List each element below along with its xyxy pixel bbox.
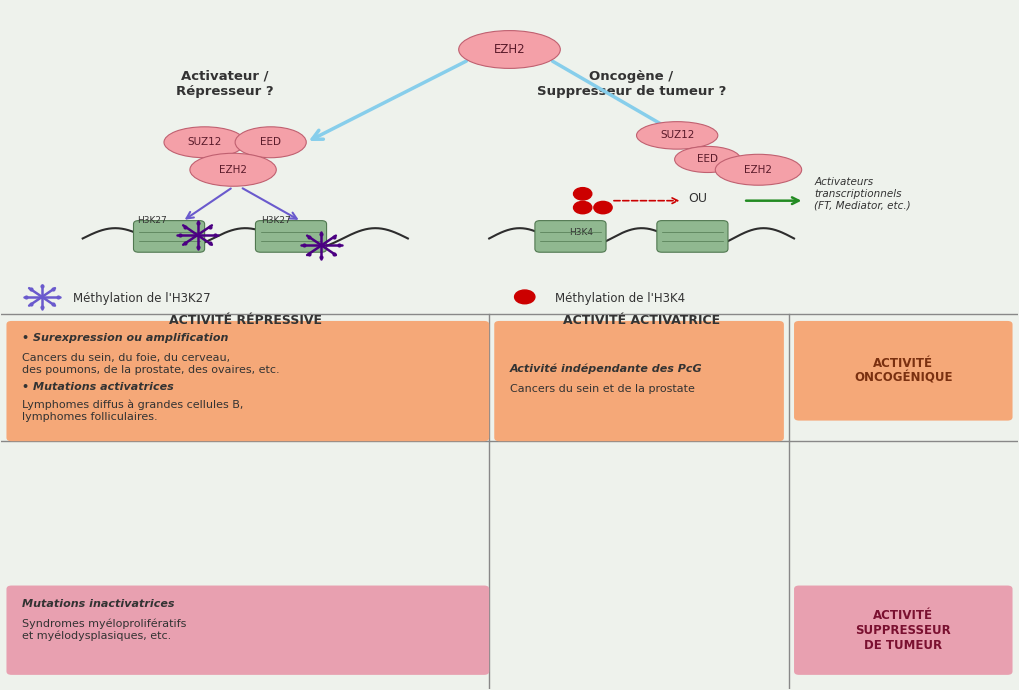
Ellipse shape bbox=[637, 121, 717, 149]
Ellipse shape bbox=[675, 146, 741, 172]
FancyBboxPatch shape bbox=[6, 321, 489, 441]
Text: EED: EED bbox=[697, 155, 718, 164]
Text: ACTIVITÉ
ONCOGÉNIQUE: ACTIVITÉ ONCOGÉNIQUE bbox=[854, 357, 953, 385]
Text: SUZ12: SUZ12 bbox=[187, 137, 222, 147]
Circle shape bbox=[594, 201, 612, 214]
Text: OU: OU bbox=[688, 192, 707, 205]
Circle shape bbox=[515, 290, 535, 304]
Circle shape bbox=[574, 201, 592, 214]
Text: SUZ12: SUZ12 bbox=[660, 130, 694, 140]
Text: • Mutations activatrices: • Mutations activatrices bbox=[21, 382, 173, 392]
Ellipse shape bbox=[459, 30, 560, 68]
FancyBboxPatch shape bbox=[657, 221, 728, 253]
Text: H3K4: H3K4 bbox=[569, 228, 593, 237]
FancyBboxPatch shape bbox=[6, 586, 489, 675]
Text: H3K27: H3K27 bbox=[261, 217, 290, 226]
Text: EZH2: EZH2 bbox=[493, 43, 526, 56]
Text: Lymphomes diffus à grandes cellules B,
lymphomes folliculaires.: Lymphomes diffus à grandes cellules B, l… bbox=[21, 400, 244, 422]
Text: EZH2: EZH2 bbox=[745, 165, 772, 175]
Ellipse shape bbox=[235, 127, 307, 158]
FancyBboxPatch shape bbox=[494, 321, 784, 441]
Ellipse shape bbox=[164, 127, 246, 158]
FancyBboxPatch shape bbox=[256, 221, 326, 253]
Circle shape bbox=[574, 188, 592, 200]
Text: Mutations inactivatrices: Mutations inactivatrices bbox=[21, 600, 174, 609]
Text: ACTIVITÉ RÉPRESSIVE: ACTIVITÉ RÉPRESSIVE bbox=[169, 315, 322, 328]
Text: Méthylation de l'H3K4: Méthylation de l'H3K4 bbox=[555, 292, 686, 305]
Text: Activateur /
Répresseur ?: Activateur / Répresseur ? bbox=[176, 70, 274, 98]
FancyBboxPatch shape bbox=[133, 221, 205, 253]
Ellipse shape bbox=[190, 153, 276, 186]
FancyBboxPatch shape bbox=[794, 586, 1013, 675]
Text: Syndromes myéloprolifératifs
et myélodysplasiques, etc.: Syndromes myéloprolifératifs et myélodys… bbox=[21, 618, 186, 641]
Text: ACTIVITÉ ACTIVATRICE: ACTIVITÉ ACTIVATRICE bbox=[564, 315, 720, 328]
Text: Oncogène /
Suppresseur de tumeur ?: Oncogène / Suppresseur de tumeur ? bbox=[537, 70, 727, 98]
Text: H3K27: H3K27 bbox=[137, 217, 167, 226]
Text: Activateurs
transcriptionnels
(FT, Mediator, etc.): Activateurs transcriptionnels (FT, Media… bbox=[814, 177, 911, 210]
Text: • Surexpression ou amplification: • Surexpression ou amplification bbox=[21, 333, 228, 343]
Text: Méthylation de l'H3K27: Méthylation de l'H3K27 bbox=[72, 292, 210, 305]
Text: EZH2: EZH2 bbox=[219, 165, 247, 175]
FancyBboxPatch shape bbox=[535, 221, 606, 253]
Text: EED: EED bbox=[260, 137, 281, 147]
FancyBboxPatch shape bbox=[794, 321, 1013, 421]
Text: Activité indépendante des PcG: Activité indépendante des PcG bbox=[510, 364, 702, 374]
Text: Cancers du sein, du foie, du cerveau,
des poumons, de la prostate, des ovaires, : Cancers du sein, du foie, du cerveau, de… bbox=[21, 353, 279, 375]
Text: Cancers du sein et de la prostate: Cancers du sein et de la prostate bbox=[510, 384, 694, 394]
Text: ACTIVITÉ
SUPPRESSEUR
DE TUMEUR: ACTIVITÉ SUPPRESSEUR DE TUMEUR bbox=[855, 609, 951, 651]
Ellipse shape bbox=[715, 155, 802, 185]
